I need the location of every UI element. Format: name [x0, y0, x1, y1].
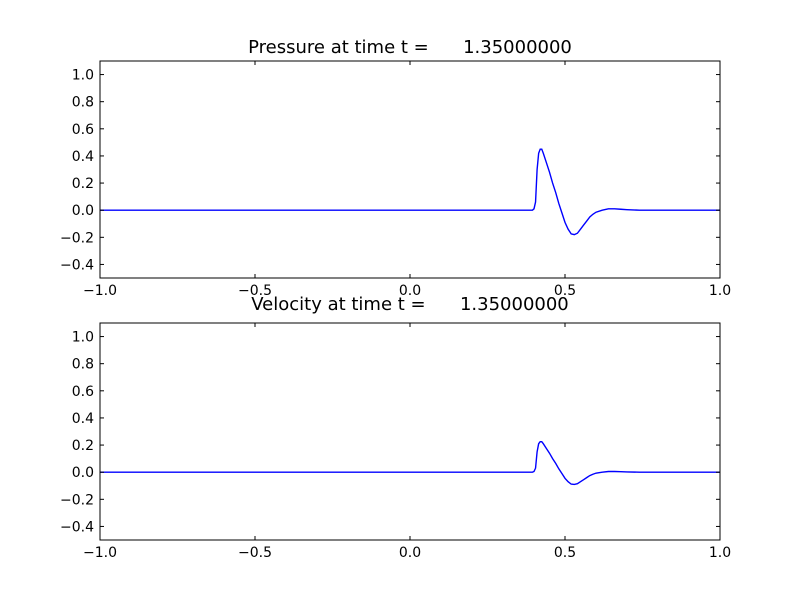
y-tick-label: 0.0 — [72, 203, 94, 219]
y-tick-label: 0.2 — [72, 176, 94, 192]
pressure-plot-title: Pressure at time t = 1.35000000 — [248, 37, 572, 58]
y-tick-label: −0.4 — [60, 519, 94, 535]
x-tick-label: 0.5 — [554, 283, 576, 299]
y-tick-label: 0.4 — [72, 149, 94, 165]
y-tick-label: −0.4 — [60, 257, 94, 273]
y-tick-label: 0.8 — [72, 357, 94, 373]
series-line-0 — [100, 148, 720, 236]
x-tick-label: 1.0 — [709, 283, 731, 299]
x-tick-label: 1.0 — [709, 545, 731, 561]
y-tick-label: 0.4 — [72, 411, 94, 427]
pressure-plot: Pressure at time t = 1.35000000 −1.0 −0.5… — [60, 37, 731, 299]
series-line-0 — [100, 440, 720, 486]
y-tick-label: −0.2 — [60, 492, 94, 508]
y-tick-label: 0.2 — [72, 438, 94, 454]
y-tick-label: 0.0 — [72, 465, 94, 481]
y-tick-label: 1.0 — [72, 330, 94, 346]
x-tick-label: 0.0 — [399, 283, 421, 299]
pressure-axes: −1.0 −0.5 0.0 0.5 1.0 −0.4 −0.2 0.0 0.2 0.4 0.6 0.8… — [60, 60, 731, 299]
y-tick-label: 1.0 — [72, 68, 94, 84]
velocity-axes: −1.0 −0.5 0.0 0.5 1.0 −0.4 −0.2 0.0 0.2 0.4 0.6 0.8… — [60, 322, 731, 561]
x-tick-label: −1.0 — [83, 283, 117, 299]
velocity-plot-title: Velocity at time t = 1.35000000 — [251, 294, 569, 315]
velocity-plot: Velocity at time t = 1.35000000 −1.0 −0.5… — [60, 294, 731, 561]
x-tick-label: 0.0 — [399, 545, 421, 561]
y-tick-label: −0.2 — [60, 230, 94, 246]
x-tick-label: −1.0 — [83, 545, 117, 561]
x-tick-label: −0.5 — [238, 283, 272, 299]
x-tick-label: 0.5 — [554, 545, 576, 561]
x-tick-label: −0.5 — [238, 545, 272, 561]
y-tick-label: 0.8 — [72, 95, 94, 111]
y-tick-label: 0.6 — [72, 122, 94, 138]
y-tick-label: 0.6 — [72, 384, 94, 400]
